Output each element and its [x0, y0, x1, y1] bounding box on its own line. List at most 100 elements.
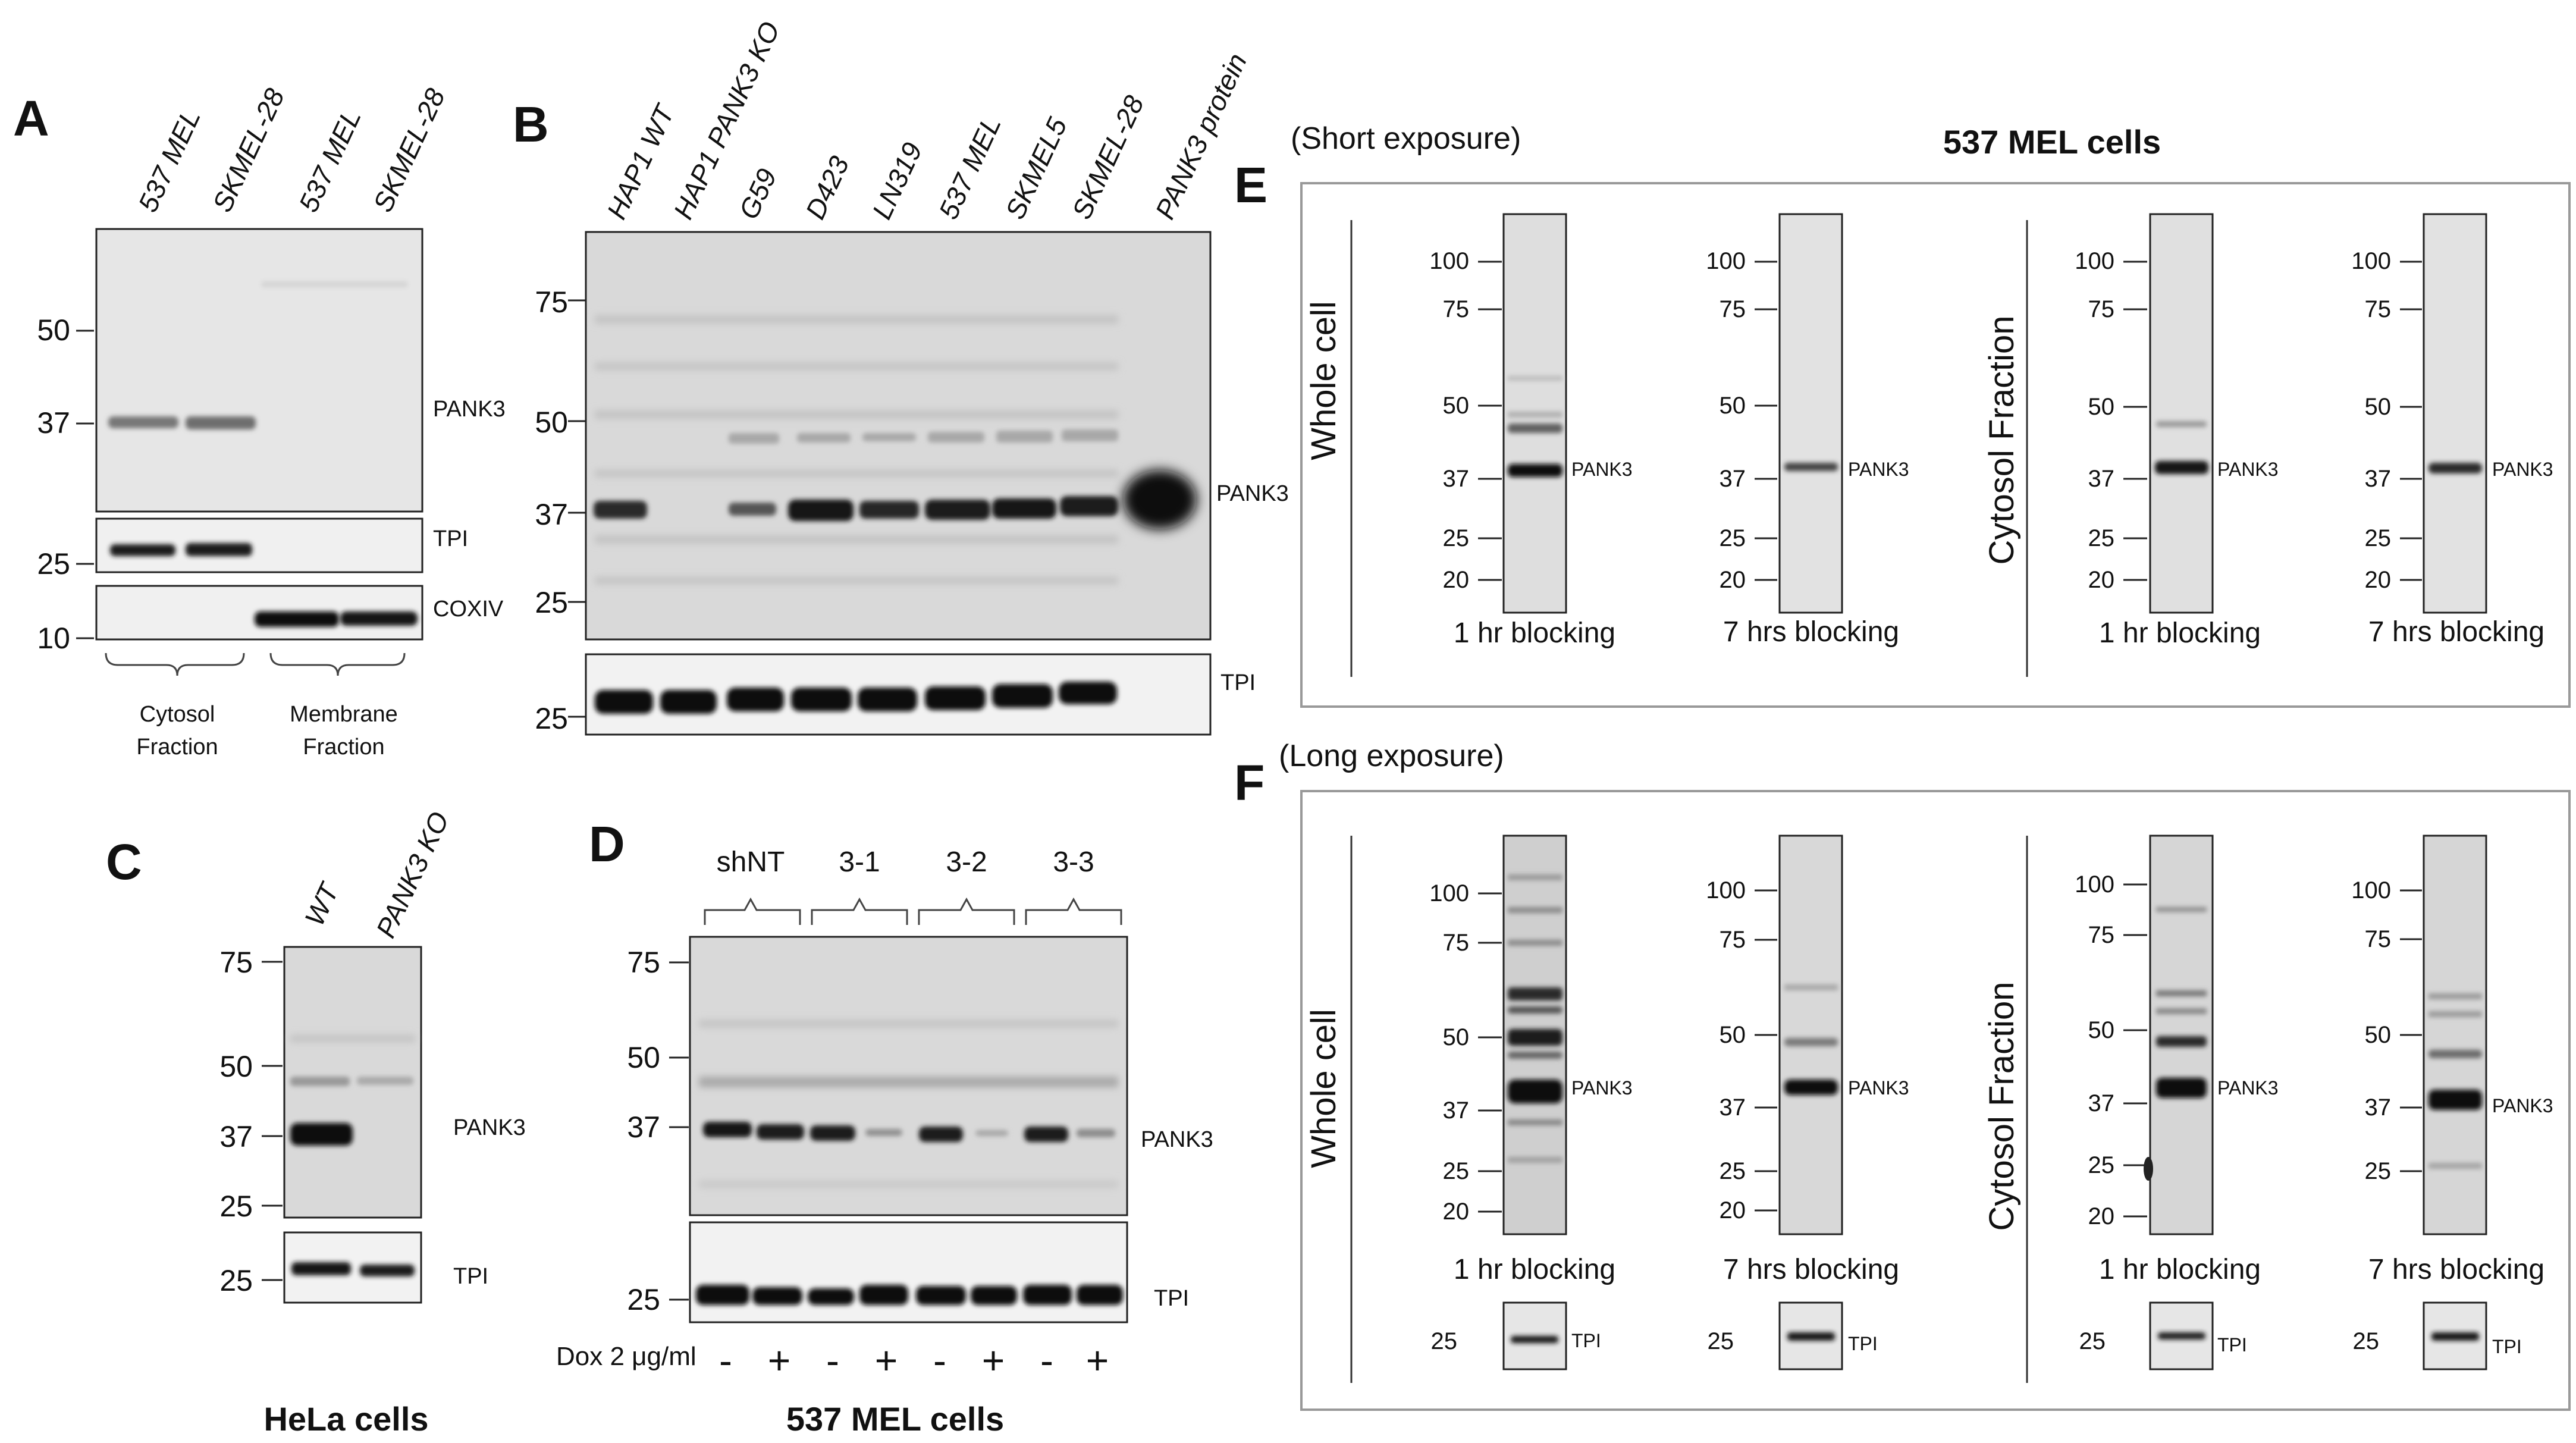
mw-marker: 37 [37, 406, 70, 440]
band-nonspecific [2156, 421, 2207, 427]
band-nonspecific [1508, 424, 1562, 433]
blot-strip [1778, 835, 1843, 1235]
dox-sign: + [875, 1338, 898, 1382]
lane-label: 537 MEL [132, 104, 206, 217]
panel-label-a: A [13, 90, 49, 146]
mw-marker: 37 [1720, 466, 1746, 492]
band-faint [1508, 412, 1562, 418]
lane-label: D423 [799, 151, 855, 224]
band-ladder [2156, 907, 2207, 1098]
band-tpi [1787, 1332, 1835, 1341]
group-label: Membrane [290, 702, 398, 727]
mw-marker: 75 [1443, 296, 1470, 322]
group-bracket [704, 897, 801, 925]
mw-marker: 100 [1429, 880, 1469, 906]
band-label-tpi: TPI [1848, 1333, 1878, 1354]
band-pank3 [290, 1123, 353, 1146]
panel-f-frame [1300, 790, 2571, 1411]
dox-sign: + [1086, 1338, 1109, 1382]
mw-marker: 75 [2088, 922, 2115, 948]
band-label-pank3: PANK3 [2492, 459, 2553, 480]
panel-label-d: D [589, 816, 625, 872]
mw-marker: 37 [2365, 1094, 2392, 1121]
mw-marker: 25 [1708, 1328, 1734, 1354]
band-label-tpi: TPI [1154, 1286, 1189, 1311]
condition-label: 7 hrs blocking [2368, 616, 2544, 648]
band-tpi [1511, 1336, 1558, 1343]
lane-label: SKMEL-28 [367, 83, 451, 217]
exposure-label: (Long exposure) [1279, 739, 1504, 773]
dox-sign: - [826, 1338, 839, 1382]
blot-strip [2423, 835, 2487, 1235]
band-label-tpi: TPI [433, 526, 468, 551]
mw-marker: 25 [1720, 1158, 1746, 1184]
band-nonspecific [357, 1077, 413, 1085]
panel-label-c: C [106, 834, 142, 890]
mw-marker: 100 [1706, 877, 1746, 904]
band-tpi [110, 544, 175, 556]
mw-marker: 50 [1720, 1022, 1746, 1048]
dox-sign: + [982, 1338, 1005, 1382]
band-tpi-row [696, 1285, 1123, 1305]
mw-marker: 37 [219, 1120, 253, 1153]
band-label-pank3: PANK3 [2217, 1077, 2279, 1099]
strip-markers: 100 75 50 37 25 20 [2351, 248, 2422, 593]
band-label-pank3: PANK3 [1848, 459, 1909, 480]
mw-marker: 50 [2365, 1022, 2392, 1048]
blot-d-tpi [689, 1221, 1128, 1323]
mw-marker: 75 [1720, 296, 1746, 322]
mw-marker: 37 [1443, 466, 1470, 492]
lane-label: SKMEL5 [999, 112, 1073, 224]
mw-marker: 25 [2365, 1158, 2392, 1184]
strip-markers: 100 75 50 37 25 20 [2075, 248, 2147, 593]
mw-marker: 20 [2088, 1203, 2115, 1229]
mw-marker: 100 [1706, 248, 1746, 274]
strip: 100 75 50 37 25 PANK3 7 hrs blocking 25 … [2351, 835, 2553, 1370]
mw-marker: 50 [37, 313, 70, 347]
mw-marker: 37 [1720, 1094, 1746, 1121]
panel-f: F (Long exposure) Whole cell Cytosol Fra… [1234, 739, 2571, 1411]
strip-markers: 100 75 50 37 25 20 [1706, 248, 1777, 593]
lane-label: LN319 [866, 137, 928, 224]
background-band [699, 1181, 1118, 1188]
band-tpi [186, 543, 252, 556]
mw-marker: 20 [1443, 567, 1470, 593]
panel-label-f: F [1234, 755, 1265, 811]
panel-e-title: 537 MEL cells [1943, 123, 2161, 161]
band-label-tpi: TPI [2217, 1334, 2247, 1356]
band-label-pank3: PANK3 [1216, 481, 1289, 506]
mw-marker: 37 [1443, 1097, 1470, 1124]
strip-markers: 100 75 50 37 25 20 [1429, 880, 1502, 1225]
group-label: shNT [717, 846, 785, 878]
mw-marker: 25 [37, 547, 70, 581]
panel-b: B HAP1 WT HAP1 PANK3 KO G59 D423 LN319 5… [513, 17, 1289, 736]
band-label-coxiv: COXIV [433, 597, 504, 622]
background-bands [595, 315, 1118, 584]
panel-c-caption: HeLa cells [263, 1400, 428, 1438]
group-label: 3-2 [946, 846, 987, 878]
mw-marker: 20 [1720, 1197, 1746, 1224]
band-pank3 [186, 416, 256, 429]
group-label: Fraction [136, 735, 218, 760]
mw-marker: 25 [2088, 525, 2115, 551]
mw-marker: 100 [2351, 877, 2391, 904]
band-nonspecific [262, 281, 407, 287]
lane-label: 537 MEL [293, 104, 367, 217]
band-label-pank3: PANK3 [1571, 459, 1633, 480]
panel-a: A 537 MEL SKMEL-28 537 MEL SKMEL-28 50 3… [13, 83, 506, 760]
condition-label: 7 hrs blocking [1723, 1254, 1899, 1285]
band-pank3-row [594, 470, 1197, 529]
mw-marker: 25 [1720, 525, 1746, 551]
mw-marker: 75 [535, 286, 568, 319]
mw-marker: 50 [2088, 1017, 2115, 1043]
strip: 100 75 50 37 25 20 PANK3 1 hr blocking [2075, 213, 2279, 649]
panel-d: D shNT 3-1 3-2 3-3 75 50 37 PANK3 [556, 816, 1213, 1438]
group-bracket [269, 653, 406, 676]
band-label-pank3: PANK3 [2217, 459, 2279, 480]
mw-marker: 75 [2365, 296, 2392, 322]
mw-marker: 25 [535, 586, 568, 619]
mw-marker: 75 [627, 946, 660, 979]
mw-marker: 25 [2353, 1328, 2380, 1354]
mw-marker: 75 [2088, 296, 2115, 322]
